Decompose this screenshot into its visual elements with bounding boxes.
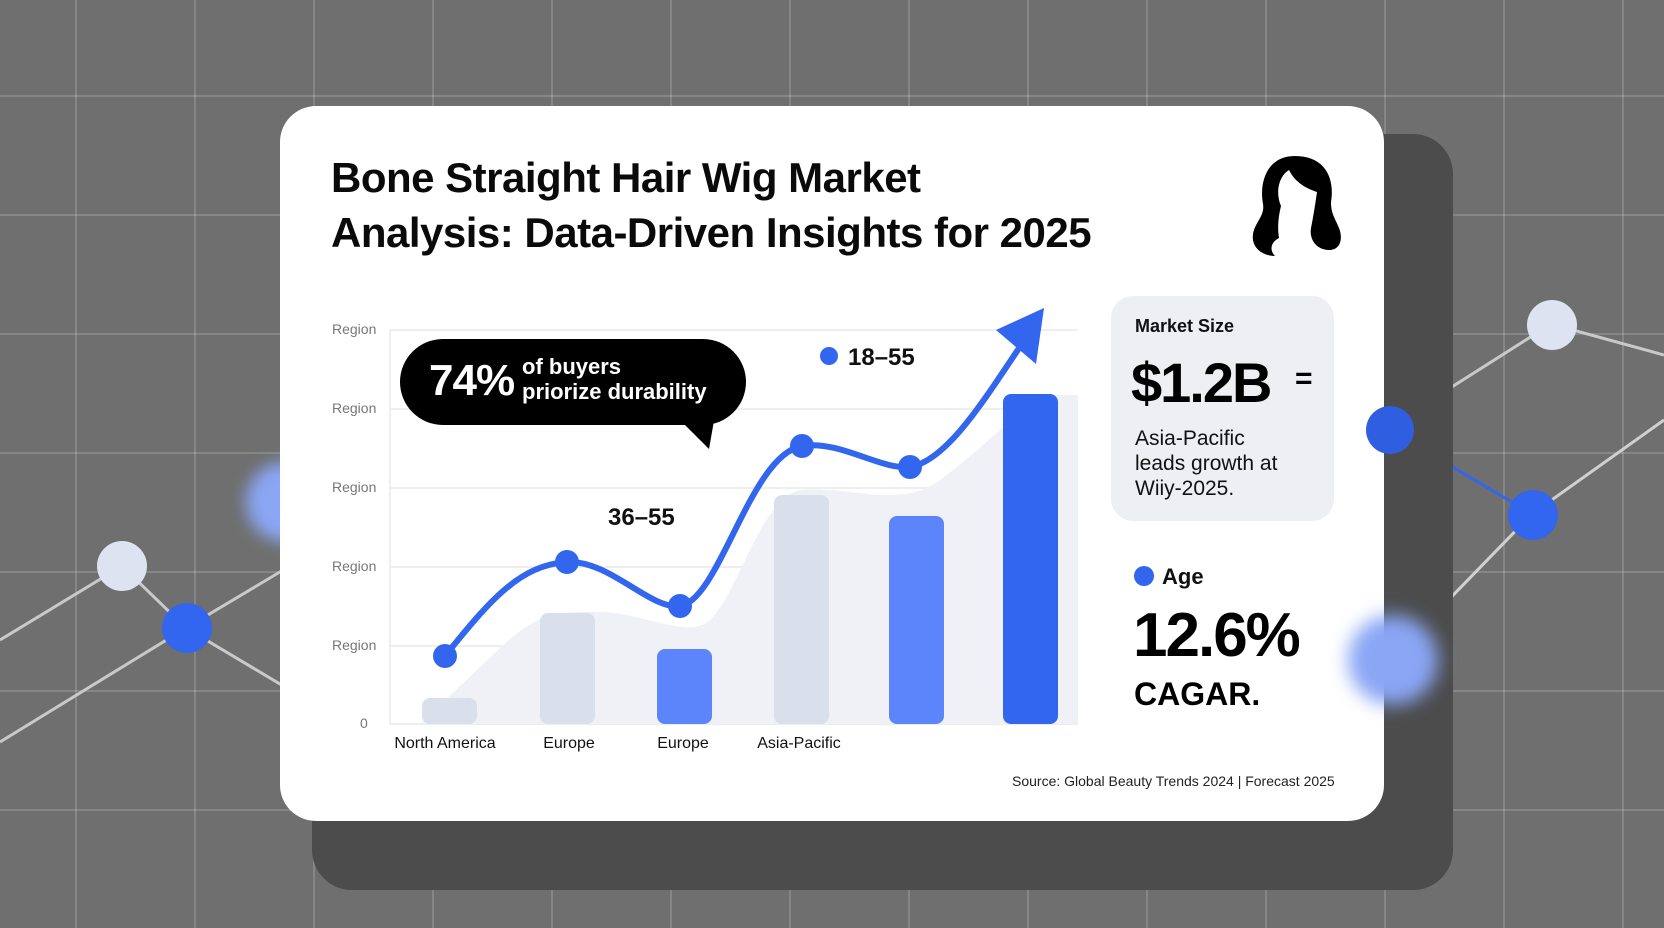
y-axis-zero-label: 0 — [360, 715, 368, 731]
cagr-label: CAGAR. — [1134, 676, 1261, 712]
legend-18-55: 18–55 — [820, 344, 915, 372]
y-axis-label: Region — [332, 637, 377, 653]
legend-dot-icon — [820, 346, 838, 365]
bg-node-glow-right — [1348, 615, 1438, 705]
source-note: Source: Global Beauty Trends 2024 | Fore… — [1012, 773, 1335, 789]
title-line-1: Bone Straight Hair Wig Market — [331, 154, 921, 201]
title-line-2: Analysis: Data-Driven Insights for 2025 — [331, 209, 1092, 256]
market-size-panel: Market Size $1.2B = Asia-Pacific leads g… — [1111, 296, 1334, 521]
market-size-value: $1.2B — [1131, 351, 1272, 414]
age-legend-label: Age — [1162, 564, 1204, 589]
y-axis-label: Region — [332, 400, 377, 416]
annotation-36-55: 36–55 — [608, 504, 675, 531]
legend-label: 18–55 — [848, 344, 915, 371]
page-title: Bone Straight Hair Wig Market Analysis: … — [331, 150, 1231, 260]
bg-node-light-right — [1527, 300, 1577, 350]
market-size-label: Market Size — [1135, 316, 1235, 336]
x-axis-label: North America — [394, 735, 496, 752]
cagr-value: 12.6% — [1133, 601, 1301, 670]
callout-value: 74% — [429, 356, 515, 405]
age-dot-icon — [1134, 566, 1154, 587]
bg-node-blue-edge — [1366, 406, 1414, 454]
callout-text: of buyers priorize durability — [522, 354, 707, 404]
callout-bubble: 74% of buyers priorize durability — [400, 339, 746, 425]
x-axis-label: Europe — [543, 735, 595, 752]
wig-silhouette-icon — [1252, 156, 1341, 256]
desc-line: leads growth at — [1135, 452, 1278, 475]
callout-line-2: priorize durability — [522, 379, 707, 404]
market-size-suffix: = — [1295, 362, 1313, 395]
y-axis-label: Region — [332, 321, 377, 337]
x-axis-label: Europe — [657, 735, 709, 752]
market-size-description: Asia-Pacific leads growth at Wiiy-2025. — [1135, 426, 1277, 501]
x-axis-label: Asia-Pacific — [757, 735, 841, 752]
callout-tail — [669, 415, 715, 449]
y-axis-label: Region — [332, 558, 377, 574]
bg-node-blue-right — [1508, 490, 1558, 540]
age-legend: Age — [1134, 564, 1204, 590]
bg-node-blue-left — [162, 603, 212, 653]
desc-line: Asia-Pacific — [1135, 427, 1245, 450]
y-axis-label: Region — [332, 479, 377, 495]
callout-line-1: of buyers — [522, 354, 622, 379]
desc-line: Wiiy-2025. — [1135, 477, 1235, 500]
bg-node-light-left — [97, 541, 147, 591]
